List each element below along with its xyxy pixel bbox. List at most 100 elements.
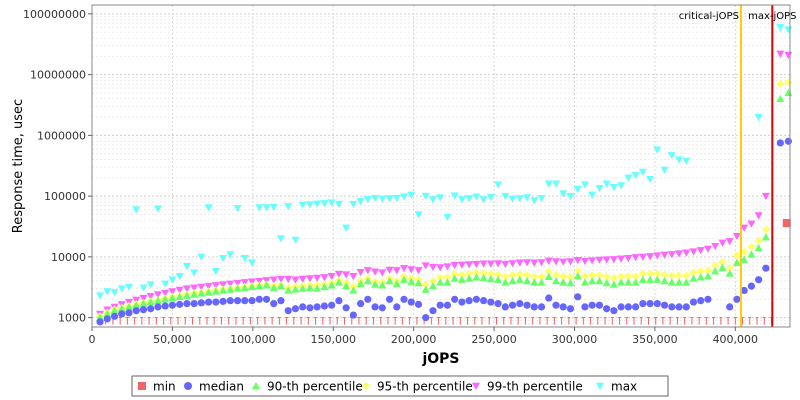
max-point <box>436 194 445 202</box>
max-point <box>653 146 662 154</box>
95-th-percentile-point <box>508 271 517 280</box>
99-th-percentile-point <box>580 257 589 266</box>
99-th-percentile-point <box>653 252 662 260</box>
95-th-percentile-point <box>732 251 741 260</box>
median-point <box>755 276 763 284</box>
99-th-percentile-point <box>327 273 336 281</box>
median-point <box>233 297 242 305</box>
90-th-percentile-point <box>428 282 437 290</box>
max-point <box>255 204 264 212</box>
99-th-percentile-point <box>732 232 741 241</box>
95-th-percentile-point <box>523 271 532 280</box>
max-point <box>385 195 394 203</box>
99-th-percentile-point <box>291 276 300 284</box>
max-point <box>291 236 300 244</box>
95-th-percentile-point <box>696 267 705 276</box>
95-th-percentile-point <box>588 271 597 280</box>
99-th-percentile-point <box>544 257 553 265</box>
median-point <box>494 299 502 308</box>
max-point <box>96 292 105 300</box>
legend-marker-90-th-percentile <box>252 382 260 390</box>
axes: 1000 10000 100000 1000000 10000000 100000000 0… <box>23 8 758 346</box>
median-point <box>219 297 227 305</box>
max-point <box>182 263 191 271</box>
median-point <box>574 293 582 301</box>
median-point <box>270 299 278 308</box>
99-th-percentile-point <box>631 254 640 262</box>
99-th-percentile-point <box>515 259 524 267</box>
max-point <box>132 206 141 214</box>
99-th-percentile-point <box>269 276 278 284</box>
legend-label-max: max <box>611 380 637 394</box>
plot-frame <box>91 4 791 328</box>
90-th-percentile-point <box>161 295 170 303</box>
median-point <box>205 298 213 306</box>
max-point <box>472 193 481 201</box>
median-point <box>480 297 488 305</box>
max-point <box>646 175 655 184</box>
99-th-percentile-point <box>190 284 199 292</box>
median-point <box>740 286 748 295</box>
median-point <box>682 303 690 311</box>
99-th-percentile-point <box>667 251 676 259</box>
99-th-percentile-point <box>602 256 611 264</box>
99-th-percentile-point <box>638 253 647 261</box>
90-th-percentile-point <box>356 279 365 287</box>
90-th-percentile-point <box>566 279 575 287</box>
y-axis-title: Response time, usec <box>11 99 26 233</box>
95-th-percentile-point <box>740 248 749 257</box>
max-point <box>233 205 242 213</box>
90-th-percentile-point <box>646 275 655 283</box>
90-th-percentile-point <box>559 278 568 286</box>
90-th-percentile-point <box>139 299 148 307</box>
median-point <box>125 309 133 317</box>
99-th-percentile-point <box>139 294 148 303</box>
max-point <box>197 253 206 261</box>
max-point <box>262 204 271 212</box>
99-th-percentile-point <box>703 245 712 253</box>
median-point <box>400 295 408 303</box>
90-th-percentile-point <box>494 275 503 283</box>
95-th-percentile-point <box>624 272 633 281</box>
max-point <box>175 273 184 281</box>
99-th-percentile-point <box>349 273 358 281</box>
max-point <box>356 198 365 206</box>
90-th-percentile-point <box>255 282 264 290</box>
annotation-label: max-jOPS <box>748 11 796 22</box>
x-tick-label: 100,000 <box>230 333 276 346</box>
99-th-percentile-point <box>595 256 604 264</box>
90-th-percentile-point <box>465 274 474 282</box>
90-th-percentile-point <box>320 282 329 291</box>
median-point <box>168 301 177 309</box>
99-th-percentile-point <box>305 275 314 283</box>
median-point <box>458 298 466 306</box>
90-th-percentile-point <box>588 277 597 285</box>
median-point <box>530 303 538 311</box>
legend-marker-99-th-percentile <box>472 382 480 390</box>
median-point <box>414 300 423 308</box>
90-th-percentile-point <box>103 309 112 318</box>
99-th-percentile-point <box>754 212 763 220</box>
max-point <box>320 200 329 208</box>
90-th-percentile-point <box>313 284 322 292</box>
95-th-percentile-point <box>711 261 720 270</box>
legend-label-median: median <box>199 380 244 394</box>
median-point <box>364 295 372 303</box>
99-th-percentile-point <box>313 274 322 282</box>
90-th-percentile-point <box>457 275 466 283</box>
median-point <box>429 307 437 315</box>
max-point <box>559 190 568 198</box>
90-th-percentile-point <box>602 279 611 287</box>
median-point <box>335 297 343 305</box>
99-th-percentile-point <box>675 250 684 258</box>
max-point <box>240 255 249 263</box>
90-th-percentile-point <box>732 258 741 266</box>
max-point <box>537 195 546 203</box>
90-th-percentile-point <box>291 285 300 293</box>
legend-marker-min <box>138 382 146 390</box>
99-th-percentile-point <box>363 267 372 275</box>
max-point <box>450 192 459 200</box>
95-th-percentile-point <box>595 271 604 280</box>
99-th-percentile-point <box>573 257 582 265</box>
95-th-percentile-point <box>501 272 510 281</box>
